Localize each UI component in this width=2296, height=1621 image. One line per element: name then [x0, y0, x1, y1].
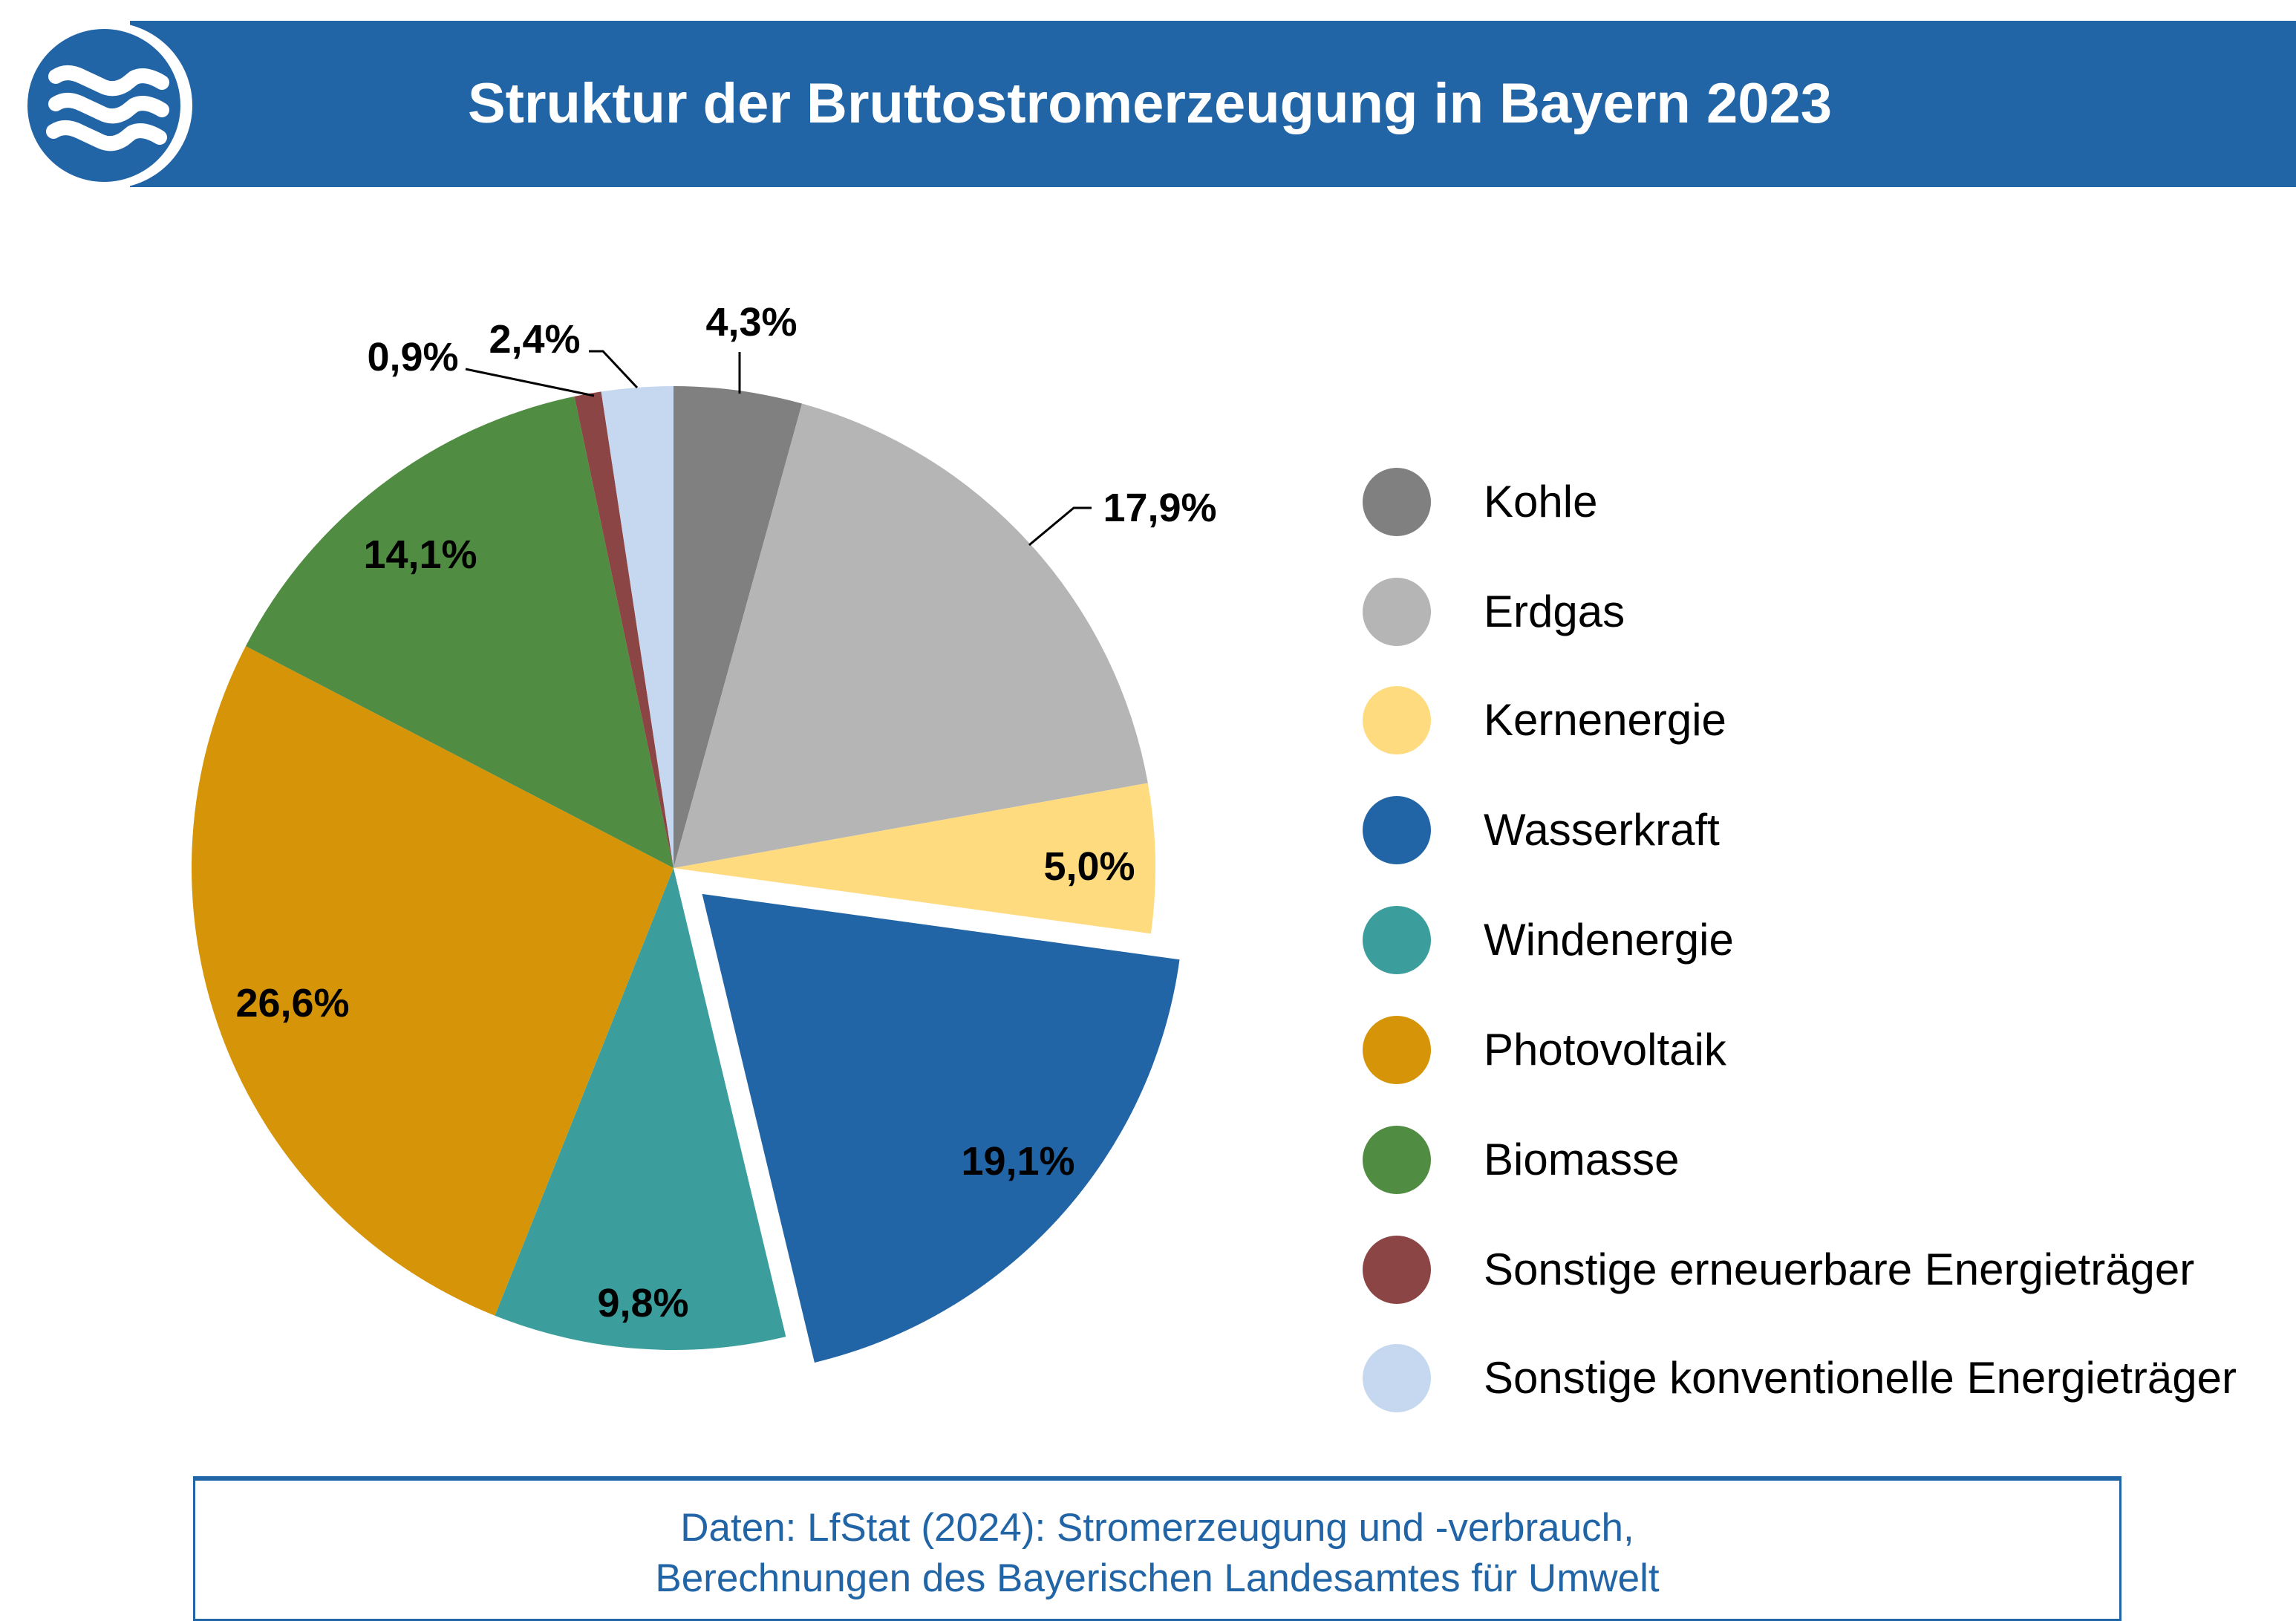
legend-item: Kohle [1363, 468, 2291, 536]
legend-swatch [1363, 1344, 1431, 1412]
pie-slice-windenergie [495, 868, 786, 1350]
legend-swatch [1363, 906, 1431, 974]
legend-item: Wasserkraft [1363, 796, 2291, 864]
legend-label: Kohle [1484, 477, 1598, 526]
source-box: Daten: LfStat (2024): Stromerzeugung und… [193, 1476, 2121, 1621]
pie-slice-kernenergie [674, 783, 1156, 934]
data-label: 17,9% [1103, 486, 1216, 530]
legend-swatch [1363, 1016, 1431, 1084]
source-line-2: Berechnungen des Bayerischen Landesamtes… [655, 1556, 1660, 1600]
data-label: 19,1% [961, 1139, 1074, 1184]
water-waves-icon [26, 22, 192, 189]
legend-label: Wasserkraft [1484, 805, 1720, 855]
pie-slice-biomasse [245, 396, 674, 868]
pie-slice-sonstige-erneuerbare-energietr-ger [574, 391, 674, 868]
legend-item: Erdgas [1363, 578, 2291, 646]
legend-swatch [1363, 578, 1431, 646]
legend-item: Photovoltaik [1363, 1016, 2291, 1084]
legend-label: Erdgas [1484, 587, 1625, 636]
pie-slice-wasserkraft [702, 893, 1180, 1363]
leader-line [465, 368, 595, 397]
chart-title: Struktur der Bruttostromerzeugung in Bay… [467, 72, 1833, 135]
legend-label: Sonstige erneuerbare Energieträger [1484, 1245, 2195, 1294]
leader-line [1028, 506, 1092, 547]
data-label: 26,6% [235, 981, 349, 1025]
legend-item: Kernenergie [1363, 686, 2291, 754]
legend-swatch [1363, 796, 1431, 864]
header-bar [130, 21, 2296, 187]
data-label: 14,1% [363, 532, 477, 577]
legend-swatch [1363, 1236, 1431, 1304]
legend-item: Windenergie [1363, 906, 2291, 974]
data-label: 0,9% [367, 335, 458, 379]
legend-swatch [1363, 468, 1431, 536]
legend-swatch [1363, 686, 1431, 754]
legend-item: Biomasse [1363, 1126, 2291, 1194]
leader-line [589, 350, 639, 389]
legend-label: Biomasse [1484, 1135, 1680, 1184]
data-label: 4,3% [705, 300, 797, 345]
data-label: 2,4% [489, 317, 580, 362]
pie-slice-kohle [674, 386, 803, 868]
data-label: 5,0% [1043, 844, 1135, 889]
legend-item: Sonstige konventionelle Energieträger [1363, 1344, 2291, 1412]
legend-item: Sonstige erneuerbare Energieträger [1363, 1236, 2291, 1304]
legend-label: Photovoltaik [1484, 1025, 1726, 1074]
pie-slice-erdgas [674, 403, 1148, 868]
legend-label: Sonstige konventionelle Energieträger [1484, 1353, 2237, 1403]
source-line-1: Daten: LfStat (2024): Stromerzeugung und… [680, 1506, 1634, 1550]
legend-label: Windenergie [1484, 915, 1734, 965]
pie-slice-photovoltaik [191, 646, 674, 1316]
data-label: 9,8% [597, 1281, 688, 1325]
legend-label: Kernenergie [1484, 695, 1726, 745]
pie-slice-sonstige-konventionelle-energietr-ger [601, 386, 674, 868]
legend-swatch [1363, 1126, 1431, 1194]
